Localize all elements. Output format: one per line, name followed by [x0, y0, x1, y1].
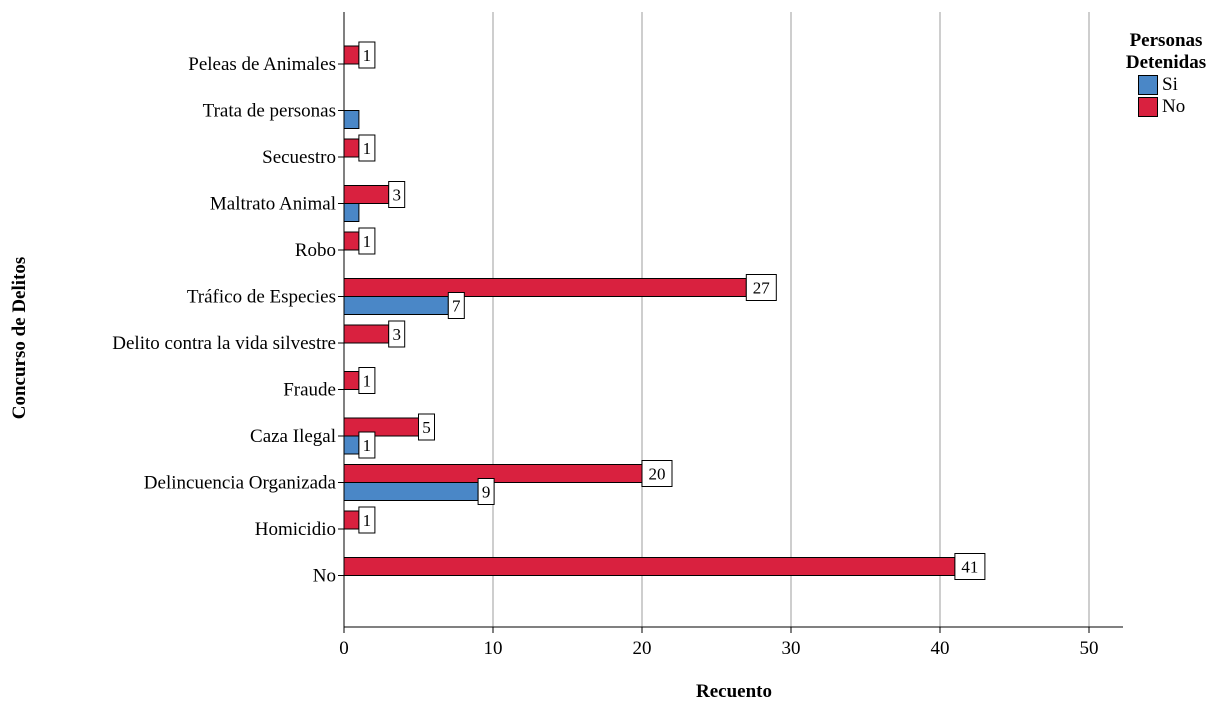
bar-si-3: [343, 203, 360, 222]
y-axis-label: Concurso de Delitos: [9, 257, 30, 420]
value-label-box-no-5: [745, 274, 777, 301]
value-label-no-5: 27: [753, 279, 771, 298]
legend-title-line-1: Personas: [1129, 30, 1203, 51]
legend-item-no: No: [1138, 96, 1222, 118]
category-label-10: Homicidio: [255, 519, 336, 540]
value-label-no-9: 20: [649, 465, 666, 484]
bar-no-2: [343, 138, 360, 158]
value-label-no-8: 5: [422, 418, 431, 437]
value-label-no-7: 1: [363, 372, 372, 391]
legend-title: Personas Detenidas: [1110, 30, 1222, 74]
bar-si-9: [343, 482, 479, 501]
value-label-si-8: 1: [363, 436, 372, 455]
category-labels: Peleas de Animales Trata de personas Secue…: [112, 54, 336, 587]
bar-no-4: [343, 231, 360, 251]
x-tick-label-50: 50: [1080, 638, 1099, 659]
legend-item-si: Si: [1138, 74, 1222, 96]
bar-si-5: [343, 296, 449, 315]
value-label-no-2: 1: [363, 139, 372, 158]
value-label-no-11: 41: [961, 558, 978, 577]
value-label-box-no-3: [388, 181, 406, 208]
bars: [343, 45, 956, 576]
value-label-box-no-10: [358, 506, 376, 534]
value-label-box-si-8: [358, 431, 376, 459]
value-label-no-6: 3: [392, 325, 401, 344]
bar-no-5: [343, 278, 747, 297]
category-label-6: Delito contra la vida silvestre: [112, 333, 336, 354]
value-labels: 1 1 3 1 27 3 1 5 20 1 41 7 1 9: [358, 41, 986, 580]
legend-label-si: Si: [1162, 74, 1178, 95]
bar-no-8: [343, 417, 419, 437]
x-tick-label-30: 30: [782, 638, 801, 659]
bar-si-1: [343, 110, 360, 129]
bar-si-8: [343, 435, 360, 455]
bar-no-6: [343, 324, 390, 344]
bar-no-7: [343, 371, 360, 390]
category-label-0: Peleas de Animales: [188, 54, 336, 75]
category-label-3: Maltrato Animal: [210, 194, 336, 215]
bar-no-0: [343, 45, 360, 65]
category-label-9: Delincuencia Organizada: [144, 473, 337, 494]
axes: [338, 12, 1123, 633]
bar-no-3: [343, 185, 390, 204]
value-label-no-3: 3: [392, 186, 401, 205]
value-label-box-no-7: [358, 367, 376, 394]
value-label-box-no-0: [358, 41, 376, 69]
category-label-11: No: [313, 566, 336, 587]
value-label-box-no-6: [388, 320, 406, 348]
value-label-no-4: 1: [363, 232, 372, 251]
x-tick-label-20: 20: [633, 638, 652, 659]
value-label-no-0: 1: [363, 46, 372, 65]
x-axis-label: Recuento: [696, 681, 772, 702]
value-label-box-no-11: [954, 553, 986, 580]
value-label-box-no-8: [418, 413, 435, 441]
gridlines: [492, 12, 1090, 627]
category-label-7: Fraude: [283, 380, 336, 401]
value-label-box-si-9: [477, 478, 495, 505]
bar-no-10: [343, 510, 360, 530]
x-tick-label-10: 10: [484, 638, 503, 659]
value-label-box-si-5: [447, 292, 465, 319]
value-label-si-9: 9: [482, 483, 491, 502]
category-label-4: Robo: [295, 240, 336, 261]
value-label-box-no-9: [641, 460, 673, 487]
legend: Personas Detenidas Si No: [1110, 30, 1222, 118]
legend-swatch-si: [1138, 75, 1158, 95]
category-label-2: Secuestro: [262, 147, 336, 168]
x-tick-label-0: 0: [339, 638, 349, 659]
value-label-box-no-4: [358, 227, 376, 255]
category-label-1: Trata de personas: [203, 101, 336, 122]
legend-swatch-no: [1138, 97, 1158, 117]
x-tick-label-40: 40: [931, 638, 950, 659]
category-label-5: Tráfico de Especies: [187, 287, 336, 308]
category-label-8: Caza Ilegal: [250, 426, 336, 447]
value-label-box-no-2: [358, 134, 376, 162]
tick-labels: 0 10 20 30 40 50: [339, 638, 1098, 659]
value-label-si-5: 7: [452, 297, 461, 316]
legend-label-no: No: [1162, 96, 1186, 117]
bar-no-11: [343, 557, 956, 576]
legend-title-line-2: Detenidas: [1125, 52, 1207, 73]
value-label-no-10: 1: [363, 511, 372, 530]
